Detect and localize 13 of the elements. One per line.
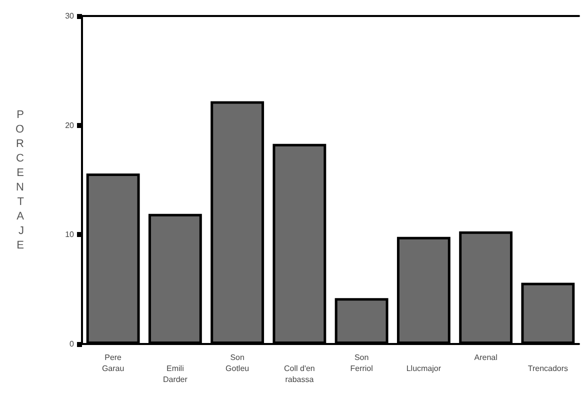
text: PORCENTAJE	[15, 108, 24, 252]
x-tick-label: Coll d'en rabassa	[284, 364, 315, 384]
x-tick-label: Son Gotleu	[226, 353, 250, 373]
x-tick-label: Pere Garau	[102, 353, 124, 373]
y-tick-label: 10	[65, 230, 75, 240]
y-tick-label: 20	[65, 120, 75, 130]
x-tick-label: Emili Darder	[162, 364, 188, 384]
x-tick-label: Arenal	[474, 353, 498, 362]
y-tick-label: 0	[70, 340, 75, 348]
y-tick-label: 30	[65, 12, 75, 20]
x-tick-label: Trencadors	[528, 364, 568, 373]
x-tick-label: Llucmajor	[406, 364, 442, 373]
x-tick-label: Son Ferriol	[350, 353, 374, 373]
